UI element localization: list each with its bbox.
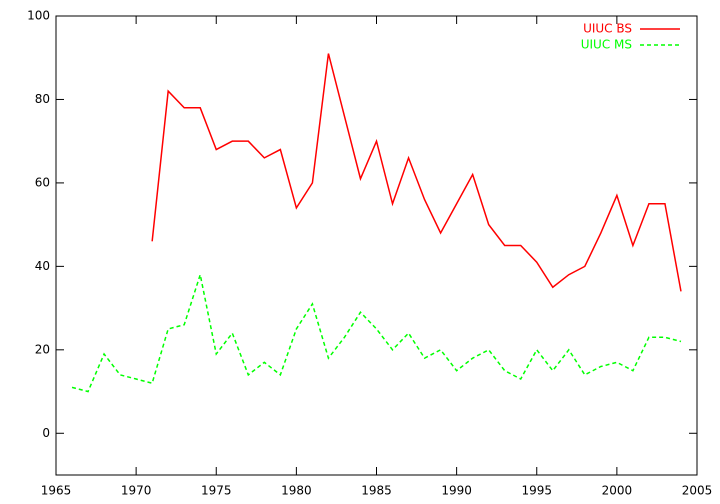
legend-label: UIUC MS [581,38,632,52]
x-tick-label: 1985 [361,484,392,498]
x-tick-label: 2005 [682,484,713,498]
plot-frame [55,15,698,476]
x-tick-label: 1990 [441,484,472,498]
x-tick-label: 2000 [602,484,633,498]
x-tick-label: 1995 [521,484,552,498]
y-tick-label: 20 [35,342,50,356]
series-line [71,271,682,393]
y-tick-label: 0 [42,426,50,440]
y-tick-label: 80 [35,92,50,106]
x-tick-label: 1980 [281,484,312,498]
legend-label: UIUC BS [583,22,632,36]
x-tick-label: 1970 [121,484,152,498]
x-tick-label: 1975 [201,484,232,498]
y-tick-label: 40 [35,259,50,273]
y-tick-label: 60 [35,175,50,189]
y-tick-label: 100 [27,9,50,23]
x-tick-label: 1965 [41,484,72,498]
series-line [151,53,682,292]
